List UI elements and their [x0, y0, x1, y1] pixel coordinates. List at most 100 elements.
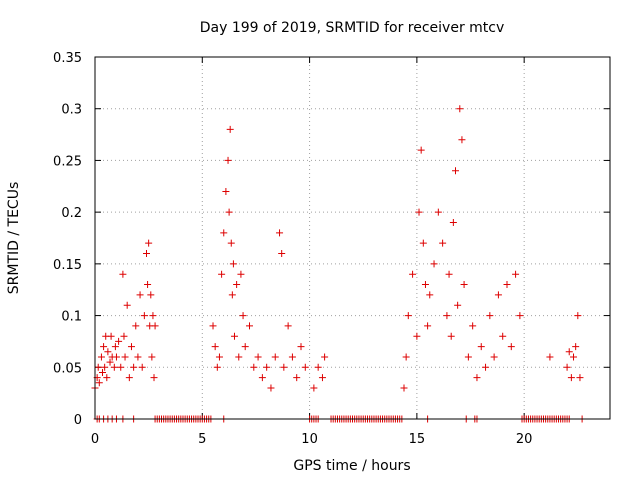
data-point: [486, 312, 494, 320]
data-point: [229, 260, 237, 268]
y-tick-label: 0.05: [53, 361, 82, 376]
data-point: [449, 218, 457, 226]
data-point: [143, 250, 150, 258]
data-point: [426, 291, 434, 299]
grid: [95, 57, 610, 419]
data-point: [417, 146, 425, 154]
data-point: [413, 332, 421, 340]
data-point: [104, 348, 112, 356]
data-point: [127, 343, 135, 351]
data-point: [546, 353, 554, 361]
data-point: [225, 208, 233, 216]
data-point: [254, 353, 262, 361]
axis-ticks: 0 5 10 15 20 0 0.05 0.1 0.15 0.2 0.25 0.3 0.35: [53, 51, 610, 447]
data-point: [297, 343, 305, 351]
data-point: [148, 353, 156, 361]
data-point: [209, 322, 217, 330]
data-point: [239, 312, 247, 320]
y-tick-label: 0.35: [53, 51, 82, 66]
data-point: [565, 348, 573, 356]
y-tick-label: 0.1: [61, 310, 82, 325]
data-point: [136, 291, 144, 299]
data-point: [224, 156, 232, 164]
data-point: [218, 270, 226, 278]
chart-title: Day 199 of 2019, SRMTID for receiver mtc…: [200, 20, 505, 36]
data-point: [95, 379, 103, 387]
data-point: [140, 312, 148, 320]
y-tick-label: 0.25: [53, 154, 82, 169]
data-point: [123, 301, 131, 309]
data-point: [138, 363, 146, 371]
data-point: [424, 322, 432, 330]
data-point: [314, 363, 322, 371]
data-point: [482, 363, 490, 371]
data-point: [456, 105, 464, 113]
data-point: [404, 312, 412, 320]
data-point: [400, 384, 408, 392]
data-point: [293, 374, 301, 382]
data-point: [276, 229, 284, 237]
data-point: [130, 363, 138, 371]
series-SRMTID: [91, 105, 584, 392]
data-point: [97, 353, 105, 361]
data-point: [447, 332, 455, 340]
data-point: [321, 353, 329, 361]
data-point: [415, 208, 423, 216]
x-axis-label: GPS time / hours: [293, 458, 410, 474]
data-point: [100, 343, 108, 351]
data-point: [574, 312, 582, 320]
x-tick-label: 0: [91, 432, 99, 447]
data-point: [230, 332, 238, 340]
data-point: [226, 125, 234, 133]
data-point: [246, 322, 253, 330]
data-point: [567, 374, 575, 382]
data-point: [469, 322, 477, 330]
data-point: [454, 301, 462, 309]
data-point: [464, 353, 472, 361]
data-point: [222, 187, 230, 195]
data-point: [237, 270, 245, 278]
data-point: [250, 363, 258, 371]
data-point: [443, 312, 451, 320]
data-point: [267, 384, 275, 392]
plot-frame: [94, 56, 611, 420]
data-point: [125, 374, 133, 382]
data-point: [220, 229, 228, 237]
data-point: [151, 322, 159, 330]
data-point: [134, 353, 142, 361]
y-axis-label: SRMTID / TECUs: [6, 182, 22, 295]
data-point: [434, 208, 442, 216]
data-point: [110, 363, 118, 371]
data-point: [402, 353, 410, 361]
data-point: [284, 322, 292, 330]
data-point: [211, 343, 219, 351]
data-point: [99, 368, 107, 376]
data-point: [576, 374, 584, 382]
data-point: [241, 343, 249, 351]
data-point: [310, 384, 318, 392]
data-point: [271, 353, 279, 361]
data-point: [318, 374, 326, 382]
data-point: [101, 363, 109, 371]
data-point: [421, 281, 429, 289]
y-tick-label: 0.15: [53, 258, 82, 273]
data-point: [121, 353, 129, 361]
data-point: [106, 358, 114, 366]
data-point: [112, 353, 120, 361]
data-point: [499, 332, 507, 340]
data-point: [572, 343, 580, 351]
data-point: [115, 337, 123, 345]
data-point: [563, 363, 571, 371]
data-point: [419, 239, 427, 247]
data-point: [503, 281, 511, 289]
data-point: [120, 332, 128, 340]
data-point: [235, 353, 243, 361]
data-point: [490, 353, 498, 361]
data-point: [458, 136, 466, 144]
data-point: [460, 281, 468, 289]
data-point: [512, 270, 520, 278]
data-point: [430, 260, 438, 268]
data-point: [278, 250, 286, 258]
